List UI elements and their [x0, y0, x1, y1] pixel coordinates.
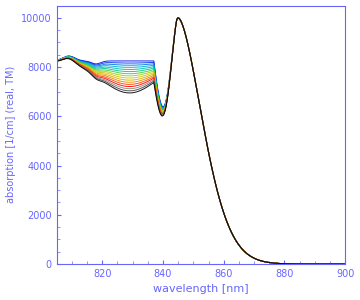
Y-axis label: absorption [1/cm] (real, TM): absorption [1/cm] (real, TM): [5, 66, 15, 203]
X-axis label: wavelength [nm]: wavelength [nm]: [153, 284, 249, 294]
